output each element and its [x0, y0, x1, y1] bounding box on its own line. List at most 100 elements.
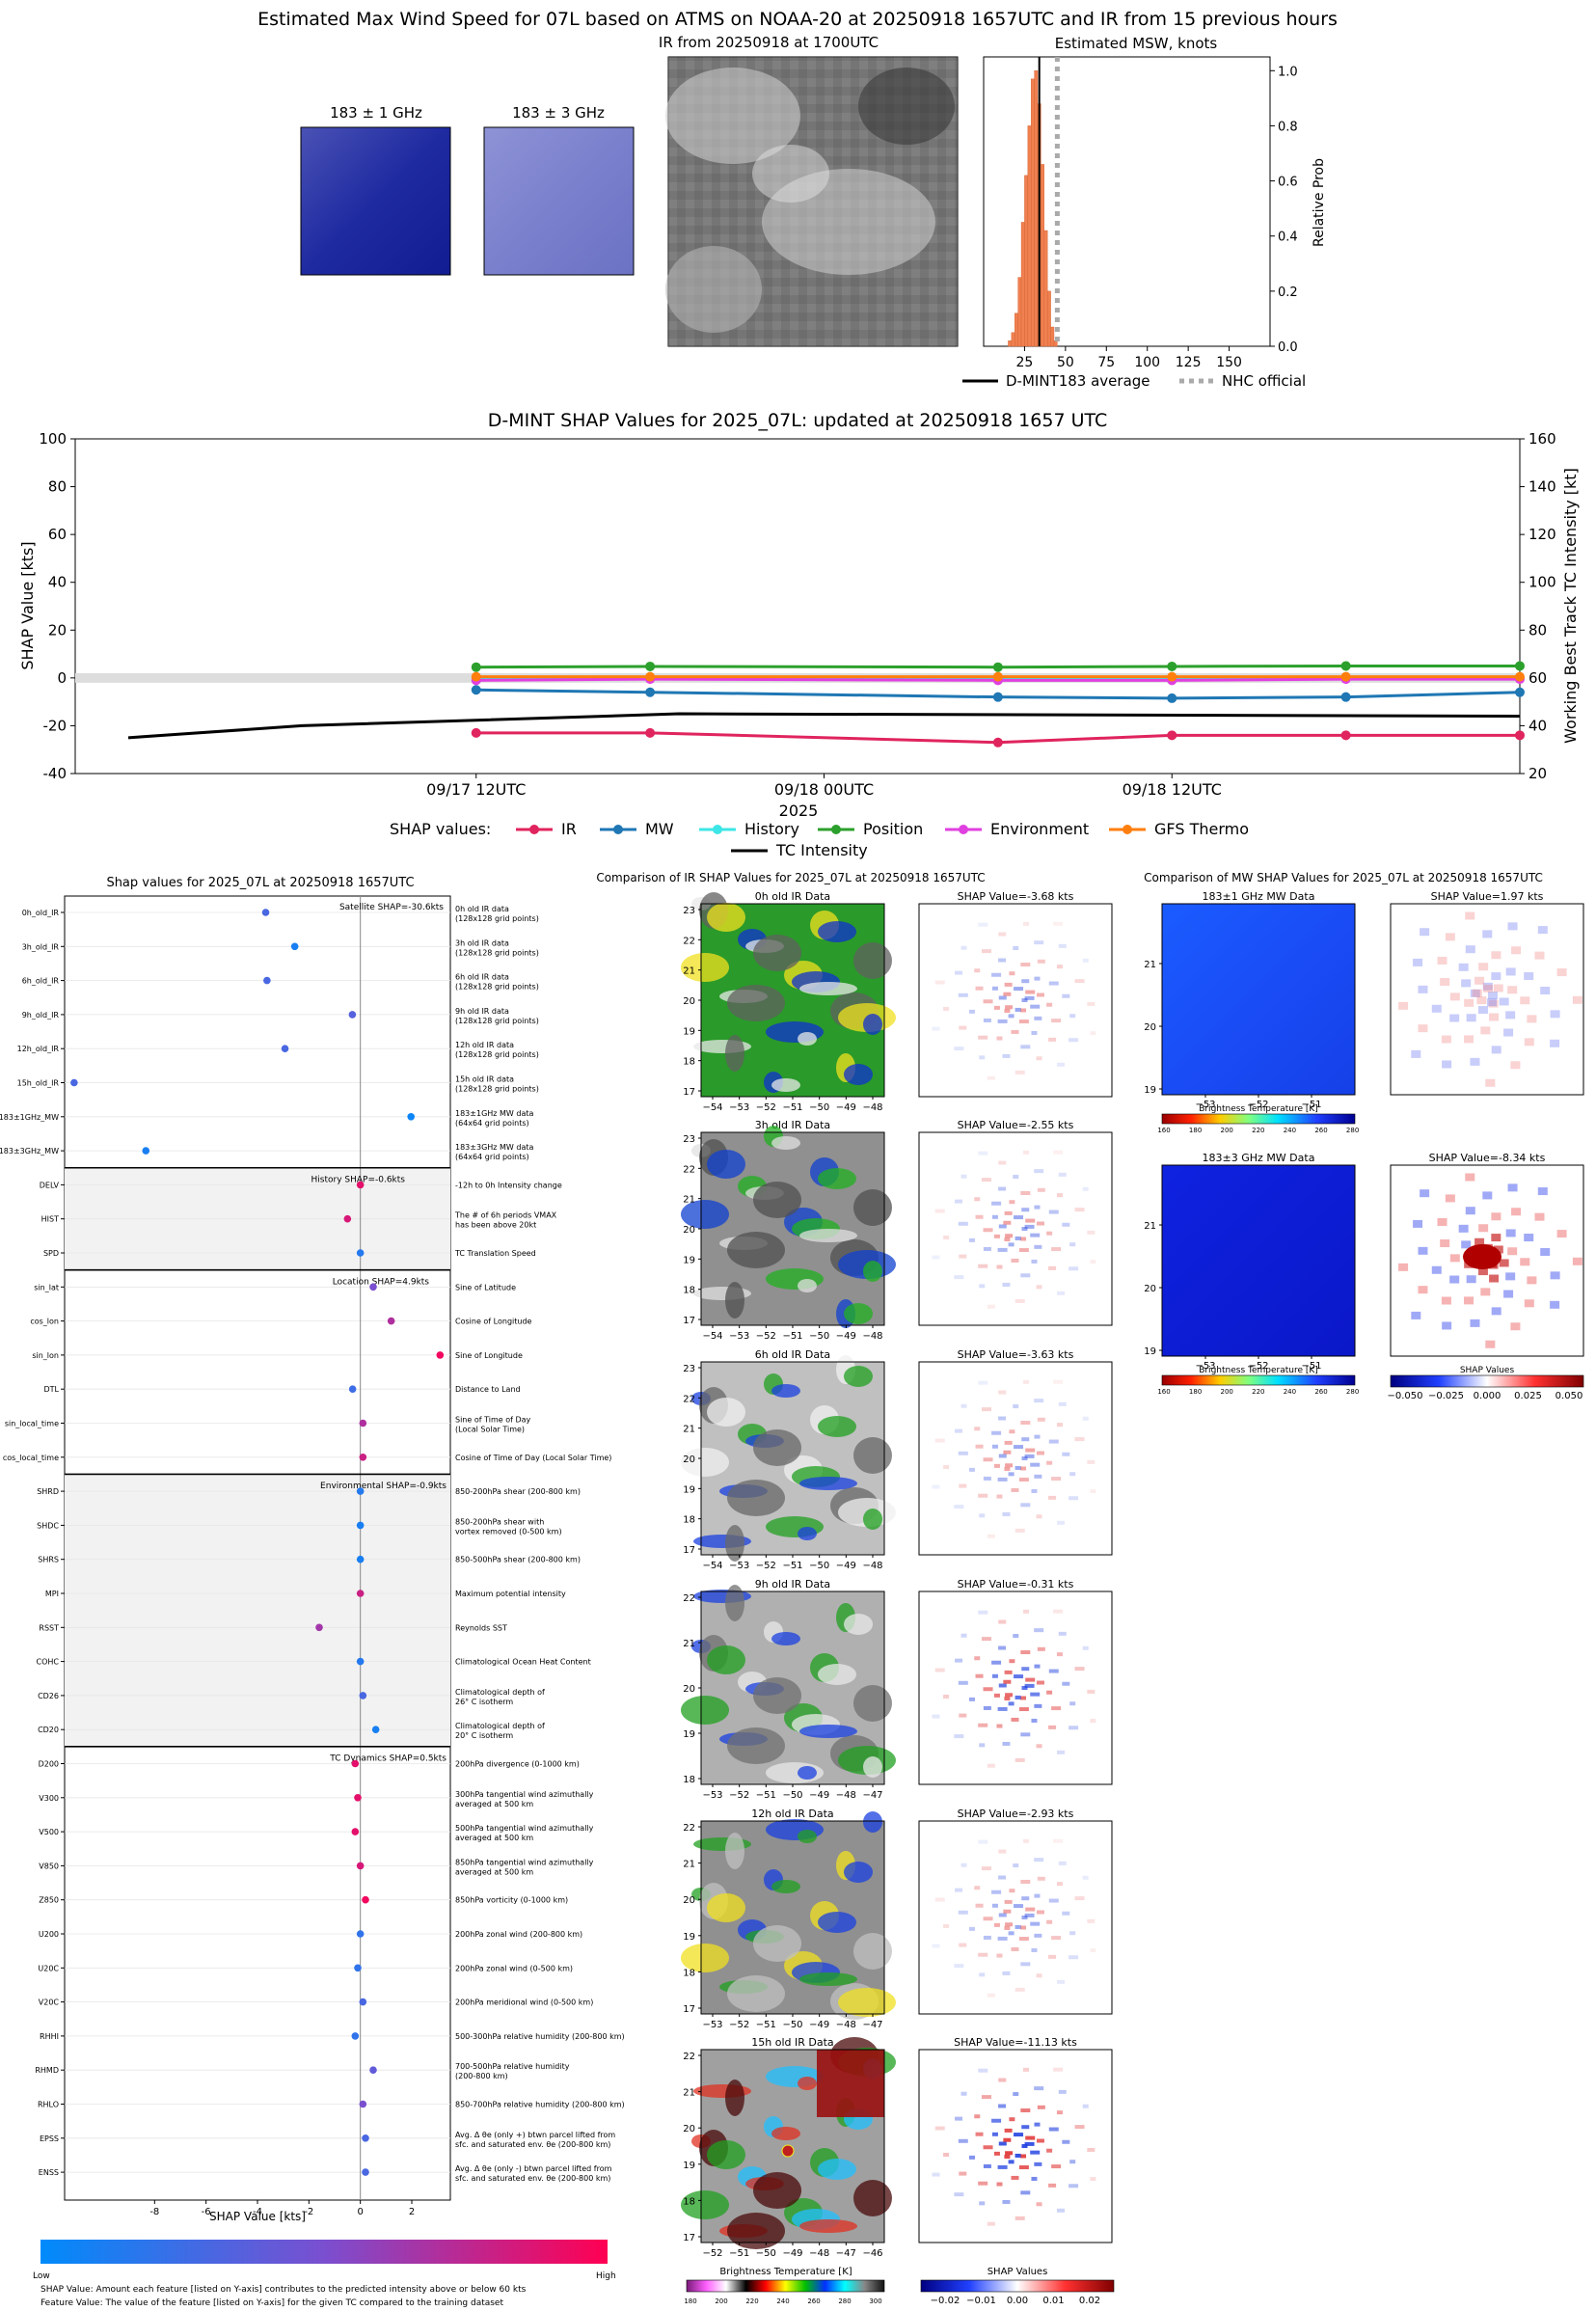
- ir-shap-pixel: [1069, 1955, 1079, 1960]
- ir-cloud-blob: [844, 1614, 873, 1635]
- ir-shap-pixel: [1090, 1489, 1096, 1494]
- ir-shap-pixel: [1062, 993, 1070, 998]
- ir-shap-pixel: [1020, 2190, 1031, 2195]
- mw-shap-pixel: [1482, 984, 1493, 992]
- mw-comparison-grid: 183±1 GHz MW Data SHAP Value=1.97 kts −53 −…: [1144, 890, 1584, 1401]
- ir-shap-pixel: [983, 1705, 991, 1710]
- shap-point: [359, 1419, 367, 1427]
- feature-label: sin_local_time: [5, 1420, 59, 1428]
- mw-xtick-label: −53: [1195, 1100, 1215, 1110]
- ir-xtick-label: −51: [729, 2248, 749, 2259]
- feature-label: Z850: [39, 1896, 59, 1905]
- feature-label: SHRD: [37, 1487, 59, 1496]
- mw-shap-pixel: [1505, 1272, 1516, 1281]
- ir-shap-colorbar: [920, 2279, 1115, 2293]
- feature-description-line: (128x128 grid points): [455, 1017, 539, 1025]
- ir-cloud-blob: [798, 2077, 817, 2090]
- series-point: [645, 661, 656, 671]
- ir-cloud-blob: [818, 1664, 856, 1685]
- mw-shap-pixel: [1418, 1286, 1428, 1294]
- ir-shap-pixel: [978, 1493, 988, 1498]
- ir-shap-pixel: [1021, 1916, 1028, 1919]
- ytick-left-label: 60: [48, 526, 67, 543]
- ir-shap-pixel: [1053, 921, 1064, 926]
- ir-shap-pixel: [983, 1476, 991, 1481]
- ir-shap-pixel: [968, 1009, 975, 1014]
- mw-shap-pixel: [1431, 1265, 1442, 1274]
- shap-scatter: 0h_old_IR 0h old IR data (128x128 grid poi…: [0, 895, 625, 2217]
- shap-point: [354, 1964, 362, 1972]
- mw-shap-pixel: [1491, 972, 1501, 981]
- mw-shap-pixel: [1418, 985, 1428, 993]
- mw-shap-pixel: [1511, 1208, 1522, 1216]
- feature-description: 12h old IR data (128x128 grid points): [455, 1041, 539, 1059]
- ir-shap-pixel: [1087, 2147, 1096, 2152]
- ir-shap-pixel: [1018, 1937, 1029, 1942]
- ir-shap-pixel: [954, 1964, 964, 1969]
- mw-bt-colorbar: [1161, 1113, 1356, 1125]
- ir-xtick-label: −50: [756, 2248, 776, 2259]
- ir-shap-pixel: [1056, 1882, 1063, 1887]
- mw-data-title: 183±1 GHz MW Data: [1203, 890, 1315, 903]
- feature-description-line: (64x64 grid points): [455, 1153, 529, 1161]
- msw-legend: D-MINT183 average NHC official: [962, 372, 1306, 390]
- shap-point: [315, 1623, 323, 1632]
- mw-shap-tick-label: 0.025: [1514, 1391, 1542, 1401]
- mw-shap-pixel: [1493, 1245, 1503, 1254]
- ir-xtick-label: −51: [756, 2020, 776, 2030]
- timeseries-xlabel: 2025: [779, 802, 819, 820]
- ir-cloud-blob: [799, 1477, 857, 1490]
- ir-cloud-blob: [799, 2219, 857, 2233]
- ir-shap-pixel: [991, 1903, 998, 1908]
- shap-xtick-label: 0: [357, 2207, 363, 2217]
- legend-label: MW: [645, 820, 674, 838]
- feature-label: MPI: [45, 1590, 59, 1598]
- ir-cloud-blob: [725, 1585, 744, 1621]
- mw-ytick-label: 19: [1144, 1085, 1156, 1096]
- ir-shap-pixel: [998, 1390, 1007, 1395]
- ir-shap-pixel: [975, 1214, 984, 1219]
- feature-label: RHLO: [38, 2101, 59, 2109]
- ir-shap-pixel: [1036, 1285, 1042, 1290]
- feature-description: 700-500hPa relative humidity (200-800 km): [455, 2062, 570, 2080]
- ir-shap-pixel: [1020, 1732, 1031, 1737]
- shap-point: [356, 1590, 365, 1597]
- mw-bt-colorbar-label: Brightness Temperature [K]: [1199, 1104, 1318, 1114]
- series-point: [1515, 730, 1525, 741]
- ir-shap-pixel: [1062, 2139, 1070, 2144]
- ir-shap-pixel: [1048, 1954, 1057, 1959]
- mw-shap-pixel: [1488, 999, 1499, 1008]
- mw-shap-pixel: [1556, 968, 1567, 977]
- ir-shap-pixel: [1014, 1298, 1025, 1303]
- ir-shap-pixel: [1004, 1697, 1011, 1701]
- feature-description-line: (64x64 grid points): [455, 1119, 529, 1128]
- shap-point: [142, 1147, 150, 1155]
- ir-shap-pixel: [983, 1228, 993, 1233]
- shap-point: [281, 1045, 289, 1052]
- ir-shap-pixel: [958, 2138, 968, 2143]
- ir-shap-pixel: [1021, 2125, 1030, 2130]
- ir-shap-pixel: [1046, 1690, 1053, 1695]
- ir-cloud-blob: [853, 1437, 892, 1474]
- ir-shap-pixel: [1013, 1863, 1019, 1868]
- feature-description: Climatological depth of 26° C isotherm: [455, 1688, 545, 1706]
- ir-shap-pixel: [1074, 2125, 1085, 2130]
- ir-shap-pixel: [1020, 2108, 1031, 2113]
- timeseries-ylabel-right: Working Best Track TC Intensity [kt]: [1561, 468, 1580, 744]
- ir-shap-pixel: [1036, 2138, 1044, 2143]
- ir-shap-pixel: [959, 1254, 967, 1259]
- feature-description-line: Avg. Δ θe (only -) btwn parcel lifted fr…: [455, 2164, 612, 2173]
- mw-shap-pixel: [1461, 1240, 1472, 1249]
- feature-description-line: 0h old IR data: [455, 905, 509, 913]
- ir-shap-pixel: [1051, 1706, 1062, 1711]
- shap-point: [356, 1555, 365, 1563]
- ir-shap-pixel: [978, 1952, 988, 1957]
- ir-shap-pixel: [998, 2104, 1007, 2108]
- ir-shap-pixel: [981, 2095, 991, 2100]
- feature-description: Avg. Δ θe (only +) btwn parcel lifted fr…: [455, 2131, 615, 2149]
- ir-cloud-blob: [727, 1232, 785, 1268]
- ir-ytick-label: 23: [683, 1364, 695, 1374]
- ir-shap-pixel: [1053, 1838, 1064, 1843]
- ir-xtick-label: −46: [862, 2248, 882, 2259]
- mw-shap-pixel: [1507, 1247, 1518, 1256]
